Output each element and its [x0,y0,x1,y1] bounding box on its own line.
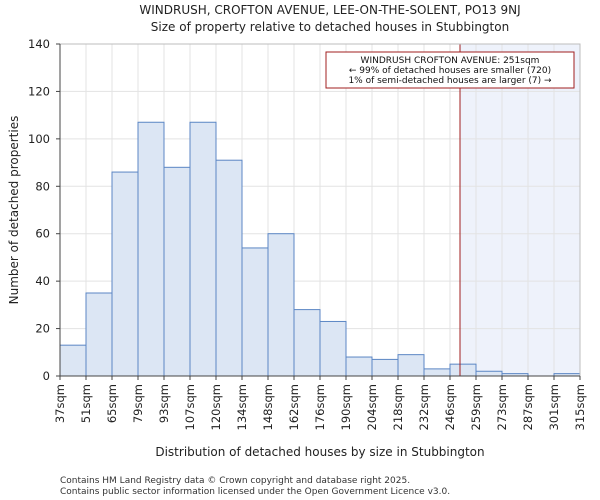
x-tick-label: 287sqm [521,384,535,430]
chart-title: WINDRUSH, CROFTON AVENUE, LEE-ON-THE-SOL… [139,3,520,17]
annotation-line-2: ← 99% of detached houses are smaller (72… [349,66,551,76]
x-tick-label: 107sqm [183,384,197,430]
larger-region-highlight [460,44,580,376]
bar-218sqm [397,354,425,377]
bar-51sqm [85,292,113,377]
x-tick-label: 148sqm [261,384,275,430]
bar-148sqm [267,233,295,377]
x-tick-label: 93sqm [157,384,171,423]
y-tick-label: 140 [28,37,50,51]
footer-line-1: Contains HM Land Registry data © Crown c… [60,476,410,486]
y-tick-label: 60 [35,227,50,241]
bar-176sqm [319,320,347,377]
bar-162sqm [293,309,321,377]
x-tick-label: 65sqm [105,384,119,423]
annotation-line-3: 1% of semi-detached houses are larger (7… [348,76,552,86]
bar-93sqm [163,166,191,377]
x-tick-label: 301sqm [547,384,561,430]
x-tick-label: 273sqm [495,384,509,430]
x-tick-label: 204sqm [365,384,379,430]
bar-259sqm [475,370,503,377]
x-axis-label: Distribution of detached houses by size … [155,445,484,459]
y-tick-label: 100 [28,132,50,146]
bar-107sqm [189,121,217,377]
x-tick-label: 176sqm [313,384,327,430]
x-tick-label: 134sqm [235,384,249,430]
x-tick-label: 315sqm [573,384,587,430]
x-tick-label: 190sqm [339,384,353,430]
bar-37sqm [59,344,87,377]
bar-190sqm [345,356,373,377]
bar-120sqm [215,159,243,377]
footer-line-2: Contains public sector information licen… [60,487,450,497]
y-tick-label: 40 [35,274,50,288]
y-tick-label: 120 [28,84,50,98]
x-tick-label: 79sqm [131,384,145,423]
y-axis-label: Number of detached properties [7,116,21,305]
property-annotation: WINDRUSH CROFTON AVENUE: 251sqm ← 99% of… [325,51,575,89]
y-tick-label: 80 [35,179,50,193]
x-tick-label: 218sqm [391,384,405,430]
y-tick-label: 20 [35,322,50,336]
x-tick-label: 51sqm [79,384,93,423]
x-tick-label: 259sqm [469,384,483,430]
x-tick-label: 120sqm [209,384,223,430]
annotation-box [325,51,575,89]
bar-232sqm [423,368,451,377]
x-tick-label: 232sqm [417,384,431,430]
bar-246sqm [449,363,477,377]
annotation-line-1: WINDRUSH CROFTON AVENUE: 251sqm [361,56,540,66]
chart-subtitle: Size of property relative to detached ho… [151,20,509,34]
bar-79sqm [137,121,165,377]
x-tick-label: 37sqm [53,384,67,423]
x-tick-label: 162sqm [287,384,301,430]
y-tick-label: 0 [43,369,50,383]
bar-134sqm [241,247,269,377]
bar-65sqm [111,171,139,377]
x-tick-label: 246sqm [443,384,457,430]
bar-204sqm [371,358,399,377]
